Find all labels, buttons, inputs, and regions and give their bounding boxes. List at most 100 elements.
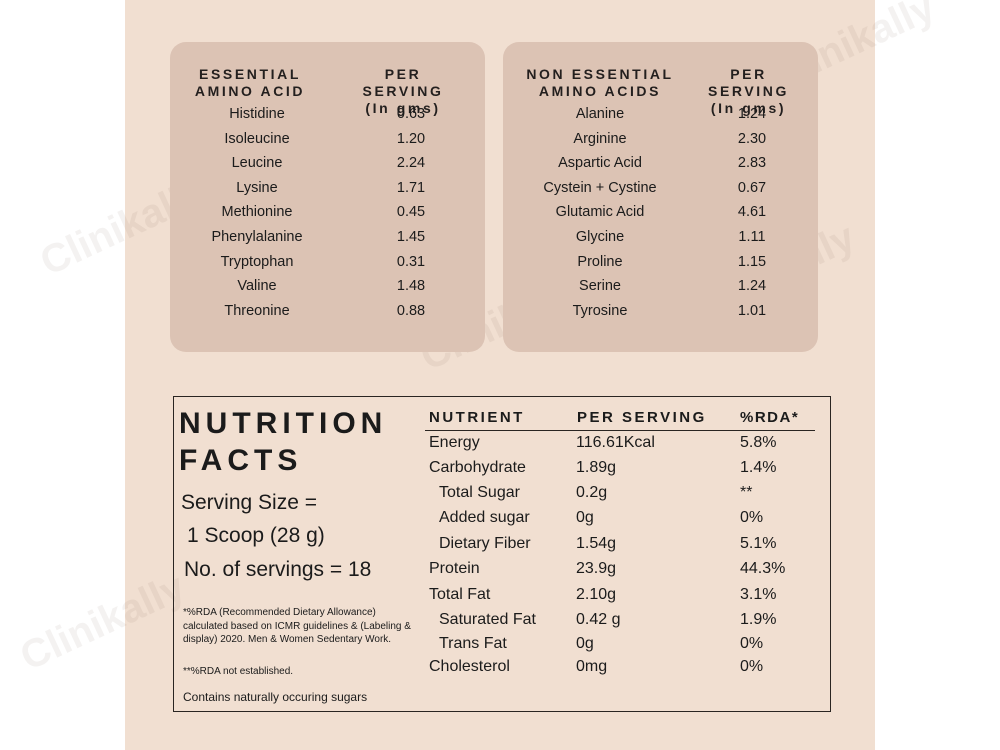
non-essential-rows: Alanine 1.24 Arginine 2.30 Aspartic Acid 2.83… bbox=[503, 106, 818, 327]
nutrition-facts-panel: NUTRITION FACTS Serving Size = 1 Scoop (… bbox=[173, 396, 831, 712]
amino-acid-name: Phenylalanine bbox=[211, 228, 303, 245]
amino-acid-name: Glutamic Acid bbox=[555, 204, 645, 221]
amino-acid-name: Serine bbox=[579, 278, 621, 295]
amino-acid-name: Cystein + Cystine bbox=[543, 179, 657, 196]
nutrient-per-serving: 0.2g bbox=[576, 484, 608, 501]
nutrient-column-header: NUTRIENT bbox=[429, 409, 525, 426]
table-row: Total Fat 2.10g 3.1% bbox=[174, 586, 830, 611]
nutrient-rda: 0% bbox=[740, 658, 764, 675]
per-serving-column-header: PER SERVING bbox=[577, 409, 707, 426]
nutrient-name: Protein bbox=[429, 560, 480, 577]
table-row: Glycine 1.11 bbox=[503, 229, 818, 254]
amino-acid-value: 1.15 bbox=[737, 253, 767, 270]
table-row: Isoleucine 1.20 bbox=[170, 131, 485, 156]
amino-acid-value: 0.63 bbox=[396, 106, 426, 122]
nutrient-rda: 0% bbox=[740, 635, 764, 652]
amino-acid-value: 2.30 bbox=[737, 130, 767, 147]
amino-acid-name: Leucine bbox=[231, 155, 283, 172]
table-row: Trans Fat 0g 0% bbox=[174, 635, 830, 660]
table-row: Glutamic Acid 4.61 bbox=[503, 204, 818, 229]
non-essential-header-name: NON ESSENTIAL AMINO ACIDS bbox=[526, 66, 674, 99]
rda-column-header: %RDA* bbox=[740, 409, 800, 426]
table-row: Tryptophan 0.31 bbox=[170, 254, 485, 279]
nutrient-rda: 1.9% bbox=[740, 611, 777, 628]
nutrient-per-serving: 0g bbox=[576, 509, 594, 526]
nutrient-per-serving: 116.61Kcal bbox=[576, 434, 655, 451]
nutrient-rda: 5.8% bbox=[740, 434, 777, 451]
table-row: Aspartic Acid 2.83 bbox=[503, 155, 818, 180]
amino-acid-value: 0.67 bbox=[737, 179, 767, 196]
rda-footnote: *%RDA (Recommended Dietary Allowance) ca… bbox=[183, 607, 411, 645]
amino-acid-value: 1.24 bbox=[737, 278, 767, 295]
amino-acid-name: Valine bbox=[237, 278, 277, 295]
nutrient-per-serving: 1.89g bbox=[576, 459, 617, 476]
essential-header-value: PER SERVING (In gms) bbox=[362, 66, 444, 116]
table-row: Serine 1.24 bbox=[503, 278, 818, 303]
table-row: Phenylalanine 1.45 bbox=[170, 229, 485, 254]
nutrient-name: Cholesterol bbox=[429, 658, 510, 675]
amino-acid-value: 0.31 bbox=[396, 253, 426, 270]
amino-acid-value: 2.24 bbox=[396, 155, 426, 172]
table-row: Histidine 0.63 bbox=[170, 106, 485, 131]
essential-header-name: ESSENTIAL AMINO ACID bbox=[194, 66, 306, 99]
amino-acid-name: Methionine bbox=[221, 204, 293, 221]
amino-acid-value: 0.45 bbox=[396, 204, 426, 221]
watermark: Clinikally bbox=[13, 564, 192, 680]
amino-acid-value: 1.71 bbox=[396, 179, 426, 196]
table-row: Dietary Fiber 1.54g 5.1% bbox=[174, 535, 830, 560]
nutrient-per-serving: 0mg bbox=[576, 658, 608, 675]
non-essential-amino-acid-table: NON ESSENTIAL AMINO ACIDS PER SERVING (I… bbox=[503, 42, 818, 352]
amino-acid-value: 1.45 bbox=[396, 228, 426, 245]
table-row: Energy 116.61Kcal 5.8% bbox=[174, 434, 830, 459]
table-row: Protein 23.9g 44.3% bbox=[174, 560, 830, 585]
table-row: Saturated Fat 0.42 g 1.9% bbox=[174, 611, 830, 636]
table-row: Methionine 0.45 bbox=[170, 204, 485, 229]
table-row: Valine 1.48 bbox=[170, 278, 485, 303]
amino-acid-value: 0.88 bbox=[396, 302, 426, 319]
nutrient-name: Energy bbox=[429, 434, 480, 451]
table-row: Arginine 2.30 bbox=[503, 131, 818, 156]
table-row: Added sugar 0g 0% bbox=[174, 509, 830, 534]
table-row: Cystein + Cystine 0.67 bbox=[503, 180, 818, 205]
amino-acid-name: Lysine bbox=[236, 179, 278, 196]
amino-acid-value: 1.01 bbox=[737, 302, 767, 319]
serving-size-label: Serving Size = bbox=[181, 491, 317, 514]
nutrient-name: Added sugar bbox=[439, 509, 530, 526]
nutrient-rda: 1.4% bbox=[740, 459, 777, 476]
nutrient-rda: 44.3% bbox=[740, 560, 786, 577]
nutrient-per-serving: 0.42 g bbox=[576, 611, 621, 628]
header-divider bbox=[425, 430, 815, 432]
amino-acid-value: 1.11 bbox=[738, 228, 766, 245]
contains-sugars-note: Contains naturally occuring sugars bbox=[183, 690, 368, 704]
nutrient-name: Trans Fat bbox=[439, 635, 507, 652]
nutrient-per-serving: 23.9g bbox=[576, 560, 617, 577]
amino-acid-value: 1.20 bbox=[396, 130, 426, 147]
nutrient-name: Total Sugar bbox=[439, 484, 520, 501]
nutrient-rda: ** bbox=[740, 484, 753, 501]
nutrient-per-serving: 0g bbox=[576, 635, 594, 652]
amino-acid-name: Arginine bbox=[573, 130, 627, 147]
nutrient-name: Carbohydrate bbox=[429, 459, 526, 476]
amino-acid-name: Histidine bbox=[229, 106, 285, 122]
amino-acid-value: 1.24 bbox=[737, 106, 767, 122]
table-row: Leucine 2.24 bbox=[170, 155, 485, 180]
essential-rows: Histidine 0.63 Isoleucine 1.20 Leucine 2.24 Ly… bbox=[170, 106, 485, 327]
amino-acid-value: 2.83 bbox=[737, 155, 767, 172]
amino-acid-name: Tryptophan bbox=[220, 253, 294, 270]
number-of-servings: No. of servings = 18 bbox=[184, 558, 372, 581]
amino-acid-value: 4.61 bbox=[737, 204, 767, 221]
serving-size-value: 1 Scoop (28 g) bbox=[187, 524, 325, 547]
table-row: Total Sugar 0.2g ** bbox=[174, 484, 830, 509]
amino-acid-name: Alanine bbox=[575, 106, 625, 122]
amino-acid-name: Glycine bbox=[575, 228, 625, 245]
nutrient-per-serving: 1.54g bbox=[576, 535, 617, 552]
table-row: Lysine 1.71 bbox=[170, 180, 485, 205]
table-row: Cholesterol 0mg 0% bbox=[174, 658, 830, 683]
label-sheet: Clinikally Clinikally Clinikally Clinika… bbox=[14, 0, 941, 750]
nutrient-rda: 5.1% bbox=[740, 535, 777, 552]
nutrient-rda: 0% bbox=[740, 509, 764, 526]
table-row: Alanine 1.24 bbox=[503, 106, 818, 131]
table-row: Proline 1.15 bbox=[503, 254, 818, 279]
amino-acid-name: Isoleucine bbox=[224, 130, 290, 147]
nutrient-name: Saturated Fat bbox=[439, 611, 536, 628]
